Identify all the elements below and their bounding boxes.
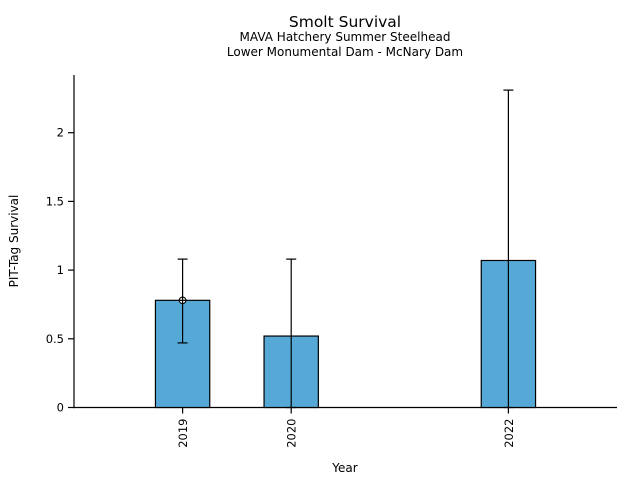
chart-subtitle-line1: MAVA Hatchery Summer Steelhead bbox=[240, 30, 451, 44]
x-tick-label-2022: 2022 bbox=[502, 419, 516, 448]
y-tick-label-1.5: 1.5 bbox=[46, 194, 64, 208]
y-tick-label-0: 0 bbox=[57, 401, 64, 415]
x-axis-label: Year bbox=[331, 461, 357, 475]
chart-subtitle-line2: Lower Monumental Dam - McNary Dam bbox=[227, 45, 463, 59]
y-tick-label-0.5: 0.5 bbox=[46, 332, 64, 346]
y-tick-label-1: 1 bbox=[57, 263, 64, 277]
x-tick-label-2019: 2019 bbox=[176, 419, 190, 448]
y-axis-label: PIT-Tag Survival bbox=[7, 195, 21, 288]
y-tick-label-2: 2 bbox=[57, 126, 64, 140]
x-tick-label-2020: 2020 bbox=[285, 419, 299, 448]
plot-area: 0 0.5 1 1.5 2 2019 2020 2022 bbox=[46, 75, 617, 448]
chart-title: Smolt Survival bbox=[289, 13, 401, 31]
